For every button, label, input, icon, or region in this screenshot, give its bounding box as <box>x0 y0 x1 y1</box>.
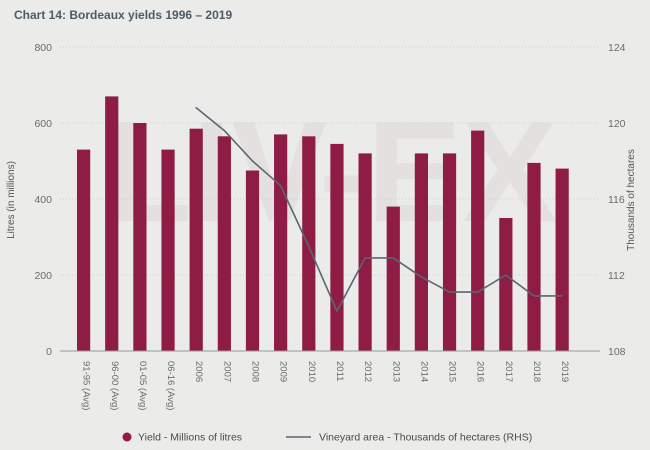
svg-text:124: 124 <box>608 42 626 54</box>
svg-text:200: 200 <box>34 270 52 282</box>
svg-text:2014: 2014 <box>418 361 429 382</box>
svg-text:2011: 2011 <box>334 361 345 381</box>
svg-text:96-00 (Avg): 96-00 (Avg) <box>109 361 120 410</box>
svg-text:91-95 (Avg): 91-95 (Avg) <box>81 361 92 410</box>
svg-text:120: 120 <box>608 118 626 130</box>
svg-text:400: 400 <box>34 194 52 206</box>
svg-text:112: 112 <box>608 270 625 282</box>
svg-text:2008: 2008 <box>250 361 261 382</box>
svg-text:0: 0 <box>46 346 52 358</box>
svg-text:Yield - Millions of litres: Yield - Millions of litres <box>138 432 242 444</box>
svg-text:2013: 2013 <box>390 361 401 382</box>
svg-text:2009: 2009 <box>278 361 289 382</box>
svg-text:2007: 2007 <box>221 361 232 382</box>
svg-text:2016: 2016 <box>475 361 486 382</box>
svg-text:2006: 2006 <box>193 361 204 382</box>
svg-text:Litres (in millions): Litres (in millions) <box>6 161 17 239</box>
svg-text:2015: 2015 <box>447 361 458 382</box>
svg-text:Thousands of hectares: Thousands of hectares <box>626 149 637 251</box>
svg-text:06-16 (Avg): 06-16 (Avg) <box>165 361 176 410</box>
svg-text:2019: 2019 <box>559 361 570 382</box>
svg-text:2018: 2018 <box>531 361 542 382</box>
svg-text:2017: 2017 <box>503 361 514 382</box>
svg-text:116: 116 <box>608 194 625 206</box>
svg-text:600: 600 <box>34 118 52 130</box>
svg-text:108: 108 <box>608 346 626 358</box>
svg-text:2010: 2010 <box>306 361 317 382</box>
svg-text:01-05 (Avg): 01-05 (Avg) <box>137 361 148 410</box>
svg-text:Vineyard area - Thousands of h: Vineyard area - Thousands of hectares (R… <box>319 432 532 444</box>
svg-text:2012: 2012 <box>362 361 373 382</box>
svg-text:800: 800 <box>34 42 52 54</box>
